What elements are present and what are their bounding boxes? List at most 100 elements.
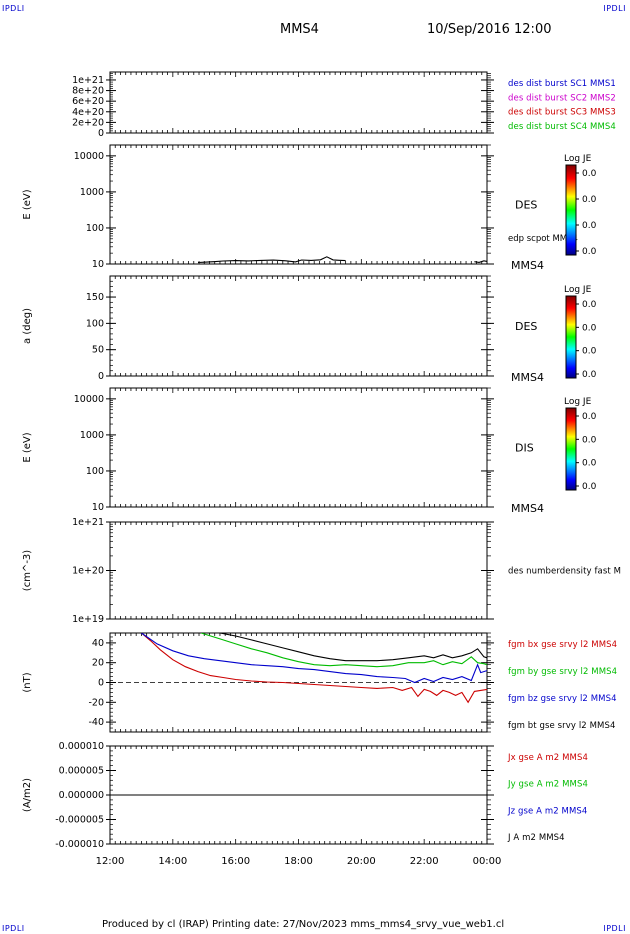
colorbar-tick-dis-energy: 0.0 — [582, 482, 597, 492]
colorbar-des-pitch — [565, 295, 577, 379]
colorbar-tick-des-energy: 0.0 — [582, 247, 597, 257]
y-tick-label-des-pitch: 100 — [86, 318, 104, 329]
legend-entry-fgm: fgm by gse srvy l2 MMS4 — [508, 667, 617, 677]
colorbar-tick-dis-energy: 0.0 — [582, 459, 597, 469]
corner-label-top-right: IPDLI — [603, 4, 626, 13]
panel-frame-density — [109, 521, 488, 620]
x-tick-label: 14:00 — [158, 856, 187, 867]
x-tick-label: 16:00 — [221, 856, 250, 867]
colorbar-tick-des-pitch: 0.0 — [582, 347, 597, 357]
panel-frame-dis-energy — [109, 387, 488, 508]
panel-spacecraft-des-energy: MMS4 — [511, 259, 544, 272]
corner-label-top-left: IPDLI — [2, 4, 25, 13]
y-axis-label-density: (cm^-3) — [22, 550, 33, 591]
y-tick-label-dis-energy: 10 — [92, 502, 104, 513]
y-tick-label-distribution: 0 — [98, 128, 104, 139]
y-tick-label-current: -0.000005 — [55, 815, 104, 826]
y-axis-label-des-energy: E (eV) — [22, 189, 33, 219]
x-tick-label: 12:00 — [96, 856, 125, 867]
y-tick-label-dis-energy: 1000 — [80, 430, 104, 441]
scpot-trace-0 — [197, 256, 346, 264]
panel-label-dis-energy: DIS — [515, 442, 534, 455]
colorbar-tick-des-energy: 0.0 — [582, 195, 597, 205]
legend-entry-fgm: fgm bz gse srvy l2 MMS4 — [508, 694, 617, 704]
y-tick-label-current: 0.000010 — [59, 741, 104, 752]
y-axis-label-fgm: (nT) — [22, 672, 33, 692]
spacecraft-title: MMS4 — [280, 22, 319, 37]
y-tick-label-distribution: 6e+20 — [72, 96, 104, 107]
x-tick-label: 00:00 — [473, 856, 502, 867]
colorbar-tick-des-pitch: 0.0 — [582, 300, 597, 310]
panel-sublabel-des-energy: edp scpot MMS4 — [508, 234, 578, 244]
colorbar-tick-dis-energy: 0.0 — [582, 435, 597, 445]
legend-entry-distribution: des dist burst SC4 MMS4 — [508, 122, 616, 132]
y-tick-label-des-pitch: 0 — [98, 371, 104, 382]
y-tick-label-des-energy: 100 — [86, 223, 104, 234]
y-tick-label-des-energy: 1000 — [80, 187, 104, 198]
x-tick-label: 20:00 — [347, 856, 376, 867]
y-tick-label-distribution: 8e+20 — [72, 86, 104, 97]
y-axis-label-current: (A/m2) — [22, 778, 33, 812]
legend-entry-density: des numberdensity fast M — [508, 567, 621, 577]
colorbar-title-des-energy: Log JE — [564, 154, 592, 164]
colorbar-title-des-pitch: Log JE — [564, 285, 592, 295]
x-tick-label: 22:00 — [410, 856, 439, 867]
y-tick-label-des-pitch: 150 — [86, 292, 104, 303]
panel-frame-des-pitch — [109, 275, 488, 377]
y-tick-label-fgm: 0 — [98, 678, 104, 689]
y-tick-label-current: 0.000000 — [59, 790, 104, 801]
series-line-fgm-bt-gse-srvy-l2-MMS4 — [219, 633, 487, 662]
colorbar-tick-des-energy: 0.0 — [582, 169, 597, 179]
y-tick-label-density: 1e+20 — [72, 566, 104, 577]
y-tick-label-current: 0.000005 — [59, 766, 104, 777]
colorbar-tick-des-pitch: 0.0 — [582, 370, 597, 380]
datetime-title: 10/Sep/2016 12:00 — [427, 22, 552, 37]
legend-entry-distribution: des dist burst SC2 MMS2 — [508, 93, 616, 103]
colorbar-tick-des-energy: 0.0 — [582, 221, 597, 231]
corner-label-bottom-left: IPDLI — [2, 924, 25, 933]
y-tick-label-des-pitch: 50 — [92, 345, 104, 356]
y-axis-label-des-pitch: a (deg) — [22, 308, 33, 344]
y-tick-label-current: -0.000010 — [55, 839, 104, 850]
y-tick-label-dis-energy: 10000 — [74, 394, 104, 405]
scpot-trace-1 — [474, 260, 488, 263]
corner-label-bottom-right: IPDLI — [603, 924, 626, 933]
panel-label-des-pitch: DES — [515, 320, 537, 333]
series-line-fgm-bx-gse-srvy-l2-MMS4 — [141, 633, 487, 704]
y-tick-label-distribution: 1e+21 — [72, 75, 104, 86]
panel-spacecraft-des-pitch: MMS4 — [511, 371, 544, 384]
y-tick-label-des-energy: 10 — [92, 259, 104, 270]
y-tick-label-fgm: -40 — [88, 717, 104, 728]
y-tick-label-fgm: -20 — [88, 697, 104, 708]
legend-entry-current: Jz gse A m2 MMS4 — [507, 806, 587, 816]
legend-entry-current: Jx gse A m2 MMS4 — [507, 753, 588, 763]
y-tick-label-distribution: 4e+20 — [72, 107, 104, 118]
series-line-fgm-by-gse-srvy-l2-MMS4 — [200, 633, 487, 668]
colorbar-tick-dis-energy: 0.0 — [582, 412, 597, 422]
y-axis-label-dis-energy: E (eV) — [22, 432, 33, 462]
y-tick-label-des-energy: 10000 — [74, 151, 104, 162]
y-tick-label-density: 1e+19 — [72, 614, 104, 625]
series-line-fgm-bz-gse-srvy-l2-MMS4 — [141, 633, 487, 684]
legend-entry-fgm: fgm bx gse srvy l2 MMS4 — [508, 640, 617, 650]
legend-entry-distribution: des dist burst SC1 MMS1 — [508, 79, 616, 89]
y-tick-label-fgm: 20 — [92, 658, 104, 669]
y-tick-label-dis-energy: 100 — [86, 466, 104, 477]
colorbar-des-energy — [565, 164, 577, 256]
legend-entry-distribution: des dist burst SC3 MMS3 — [508, 108, 616, 118]
x-tick-label: 18:00 — [284, 856, 313, 867]
footer-credits: Produced by cl (IRAP) Printing date: 27/… — [102, 919, 505, 930]
legend-entry-current: J A m2 MMS4 — [507, 833, 565, 843]
y-tick-label-density: 1e+21 — [72, 517, 104, 528]
legend-entry-current: Jy gse A m2 MMS4 — [507, 780, 588, 790]
panel-frame-distribution — [109, 71, 488, 134]
colorbar-title-dis-energy: Log JE — [564, 397, 592, 407]
y-tick-label-fgm: 40 — [92, 638, 104, 649]
legend-entry-fgm: fgm bt gse srvy l2 MMS4 — [508, 721, 615, 731]
panel-spacecraft-dis-energy: MMS4 — [511, 502, 544, 515]
colorbar-tick-des-pitch: 0.0 — [582, 323, 597, 333]
panel-frame-des-energy — [109, 144, 488, 265]
y-tick-label-distribution: 2e+20 — [72, 117, 104, 128]
colorbar-dis-energy — [565, 407, 577, 491]
